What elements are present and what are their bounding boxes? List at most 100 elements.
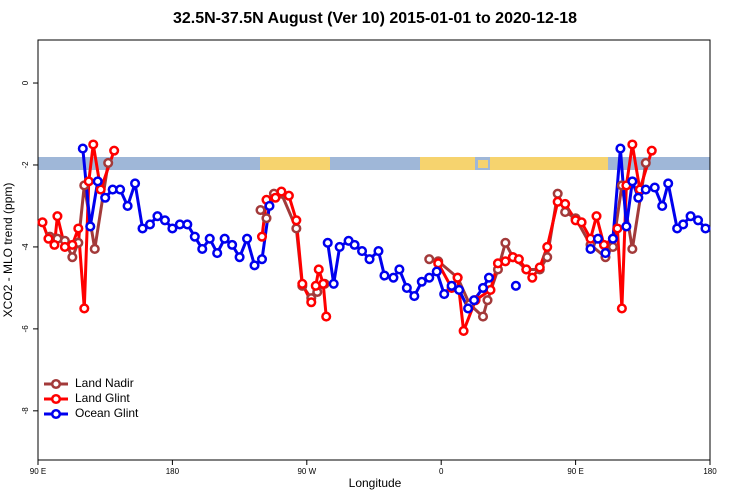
point xyxy=(633,192,644,203)
point xyxy=(276,186,287,197)
point xyxy=(306,297,317,308)
point xyxy=(552,188,563,199)
point xyxy=(88,139,99,150)
point xyxy=(115,184,126,195)
legend-marker xyxy=(50,393,62,405)
point xyxy=(364,254,375,265)
point xyxy=(394,264,405,275)
point xyxy=(527,272,538,283)
point xyxy=(646,145,657,156)
point xyxy=(452,272,463,283)
plot-frame xyxy=(37,39,711,461)
legend-marker xyxy=(50,378,62,390)
legend-label: Land Glint xyxy=(75,391,130,405)
point xyxy=(401,282,412,293)
point xyxy=(542,252,553,263)
point xyxy=(627,176,638,187)
point xyxy=(189,231,200,242)
point xyxy=(52,211,63,222)
y-tick-label: 0 xyxy=(21,80,30,85)
point xyxy=(144,219,156,230)
point xyxy=(685,211,696,222)
point xyxy=(37,217,48,228)
legend-label: Land Nadir xyxy=(75,376,134,390)
y-tick-label: -2 xyxy=(21,161,30,169)
point xyxy=(256,231,268,242)
point xyxy=(424,254,435,265)
point xyxy=(510,280,521,291)
point xyxy=(615,143,626,154)
point xyxy=(379,270,390,281)
point xyxy=(627,243,638,255)
point xyxy=(693,215,704,226)
point xyxy=(83,176,94,187)
land-strip xyxy=(478,160,488,168)
point xyxy=(542,241,553,252)
point xyxy=(318,278,329,289)
point xyxy=(469,295,480,306)
point xyxy=(431,266,442,277)
y-tick-label: -6 xyxy=(21,325,30,333)
point xyxy=(463,303,474,314)
y-tick-label: -4 xyxy=(21,243,30,251)
point xyxy=(521,264,532,275)
point xyxy=(73,223,84,234)
point xyxy=(197,243,208,255)
point xyxy=(67,252,78,263)
point xyxy=(234,252,245,263)
point xyxy=(477,282,489,293)
point xyxy=(137,223,148,234)
legend-marker xyxy=(50,408,62,420)
point xyxy=(85,221,96,232)
point xyxy=(219,233,230,244)
point xyxy=(627,139,638,150)
point xyxy=(242,233,253,244)
point xyxy=(560,198,571,209)
x-axis-label: Longitude xyxy=(349,476,402,490)
point xyxy=(600,248,611,259)
point xyxy=(212,248,223,259)
point xyxy=(328,278,339,289)
y-axis-label: XCO2 - MLO trend (ppm) xyxy=(1,183,15,318)
point xyxy=(513,254,524,265)
point xyxy=(607,233,618,244)
land-strip xyxy=(490,157,608,170)
point xyxy=(103,157,114,168)
point xyxy=(576,217,587,228)
point xyxy=(500,256,511,267)
x-tick-label: 90 W xyxy=(297,467,316,476)
legend-label: Ocean Glint xyxy=(75,406,139,420)
point xyxy=(446,280,457,291)
point xyxy=(616,303,627,314)
point xyxy=(349,239,360,250)
point xyxy=(49,239,60,250)
point xyxy=(621,221,632,232)
point xyxy=(79,303,90,314)
ocean-strip xyxy=(38,157,710,170)
x-tick-label: 90 E xyxy=(567,467,583,476)
point xyxy=(477,311,489,322)
point xyxy=(313,264,324,275)
point xyxy=(334,241,345,252)
point xyxy=(270,192,281,203)
point xyxy=(122,200,133,212)
point xyxy=(283,190,294,201)
point xyxy=(483,272,495,283)
point xyxy=(204,233,215,244)
point xyxy=(95,184,106,195)
point xyxy=(373,245,384,257)
point xyxy=(612,223,623,234)
point xyxy=(321,311,332,322)
point xyxy=(261,213,272,224)
point xyxy=(388,272,399,283)
point xyxy=(322,237,333,248)
point xyxy=(291,223,302,234)
point xyxy=(100,192,111,203)
x-tick-label: 180 xyxy=(703,467,717,476)
point xyxy=(89,243,100,255)
point xyxy=(657,200,668,212)
point xyxy=(409,291,420,302)
chart-title: 32.5N-37.5N August (Ver 10) 2015-01-01 t… xyxy=(173,10,577,27)
land-strip xyxy=(260,157,330,170)
